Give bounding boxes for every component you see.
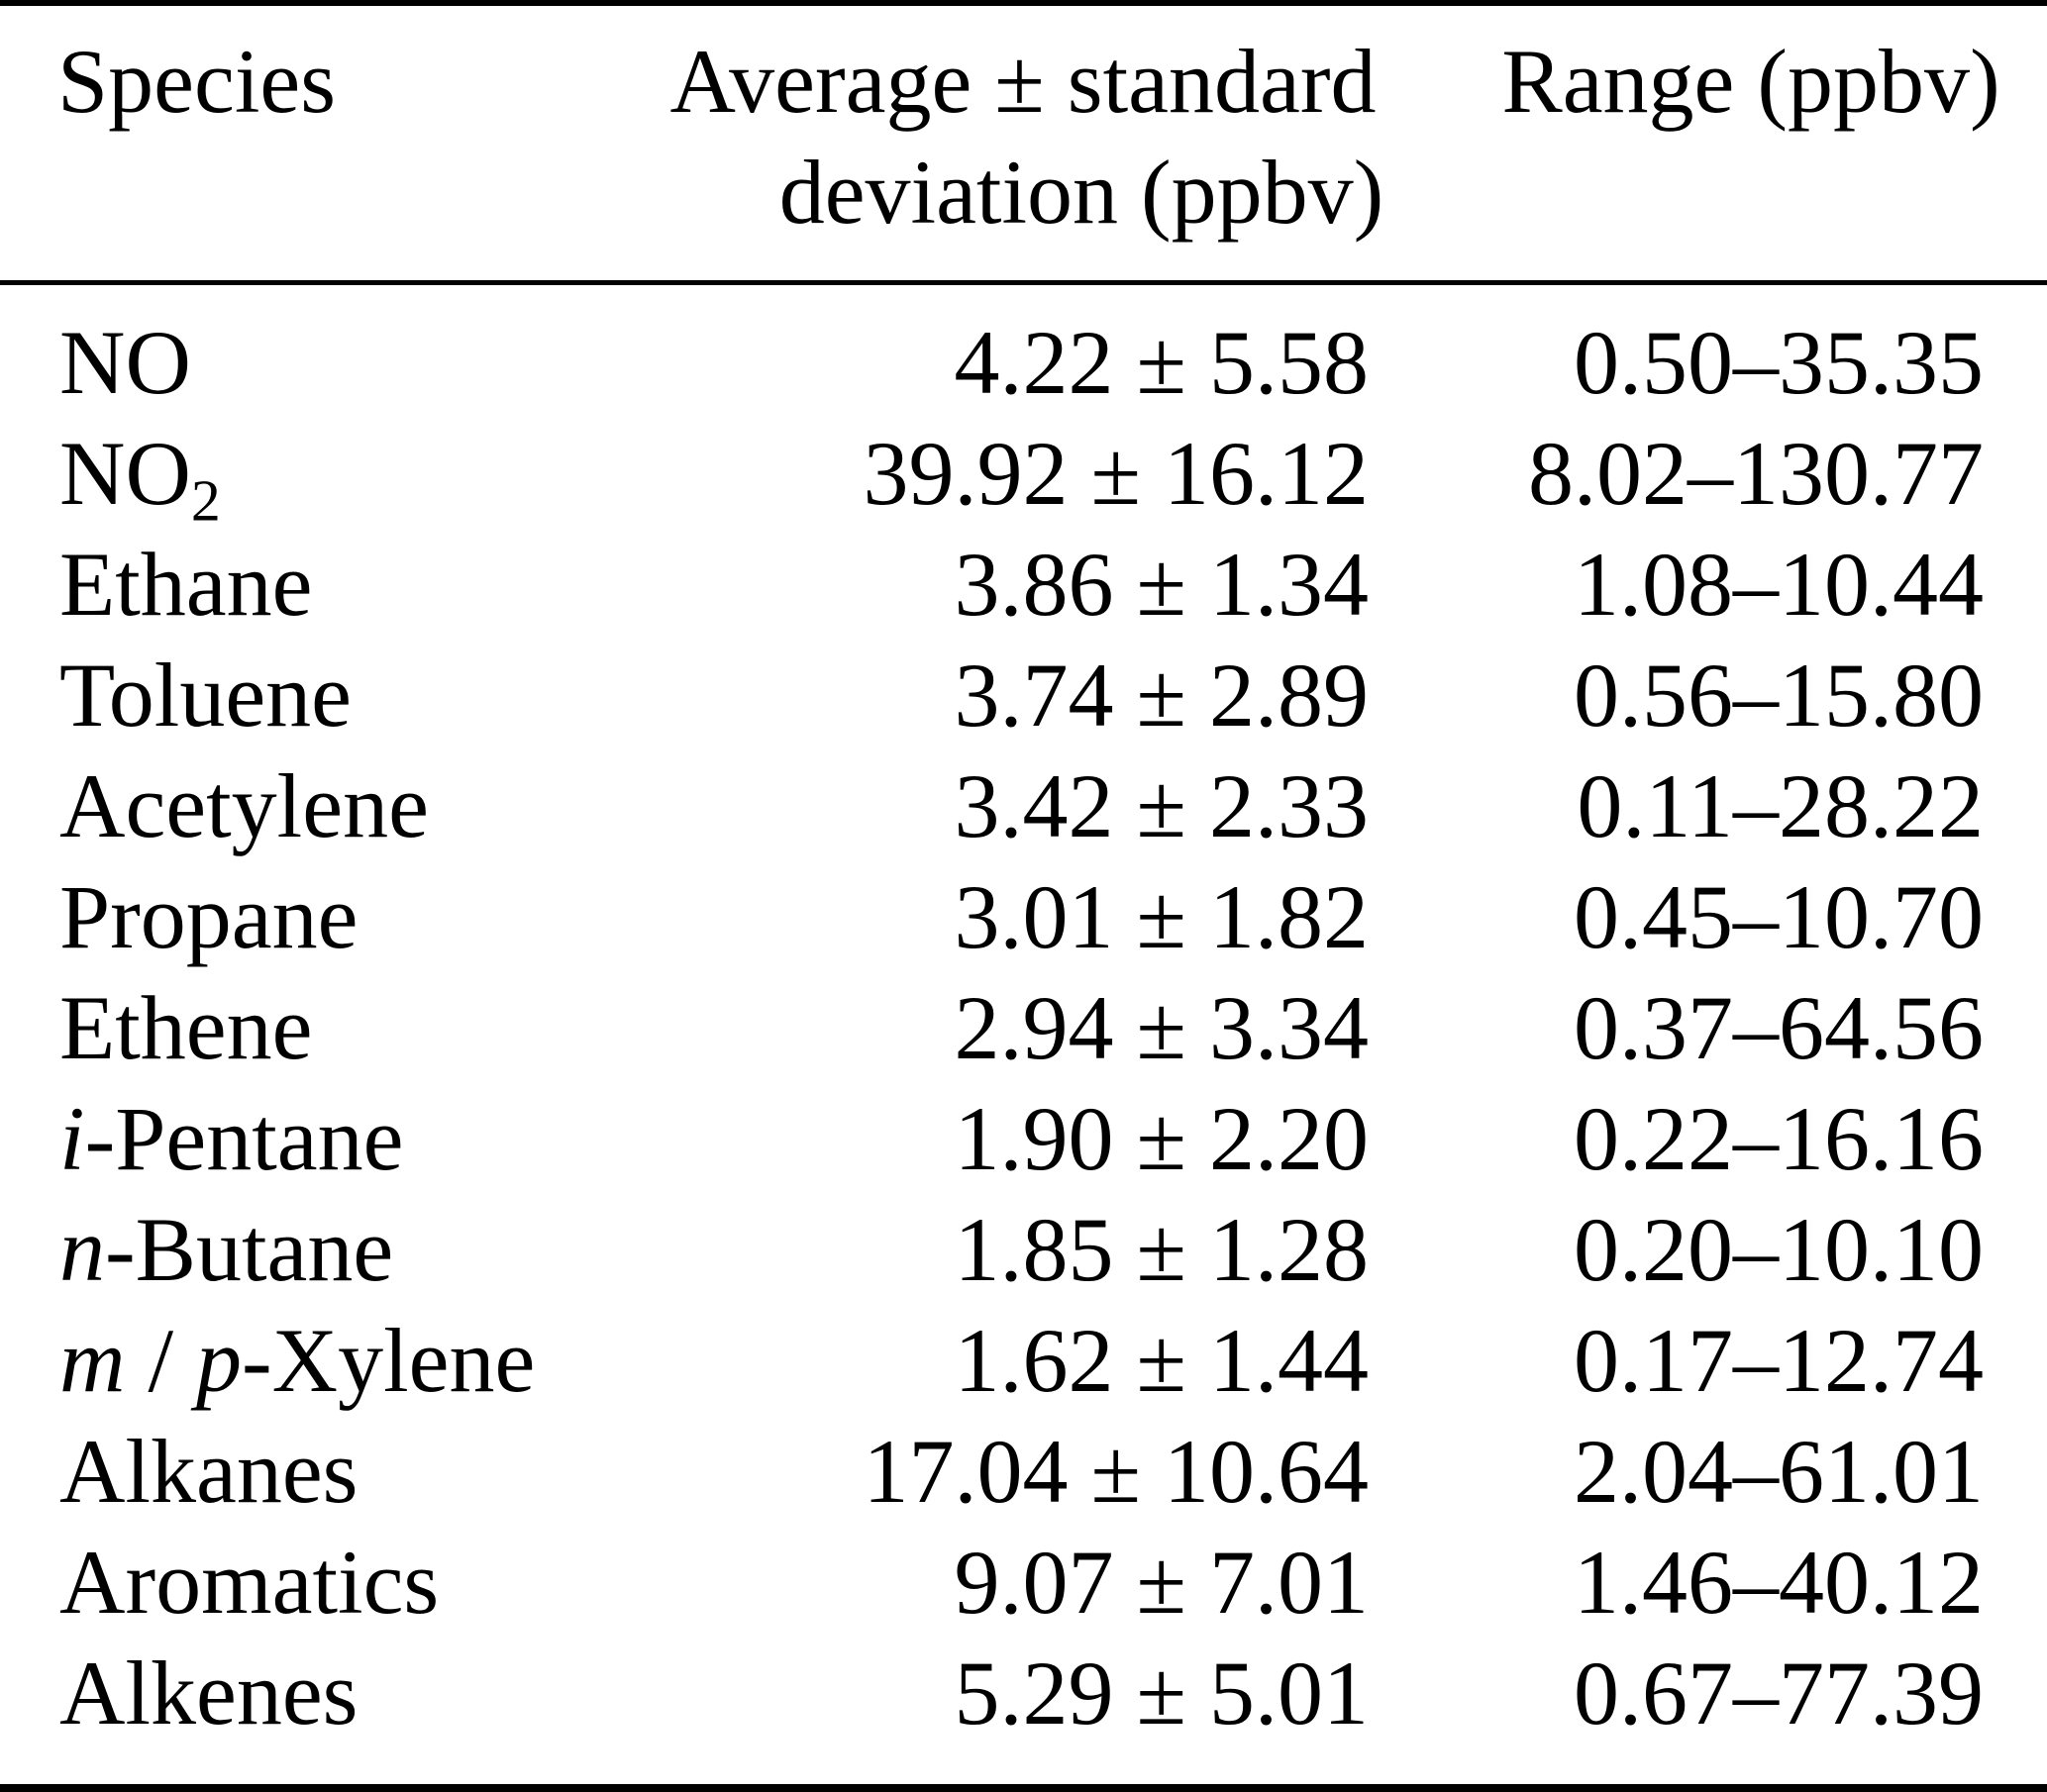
species-cell: i-Pentane bbox=[59, 1083, 403, 1194]
species-name-part: -Butane bbox=[105, 1199, 394, 1300]
range-cell: 0.67–77.39 bbox=[1574, 1643, 1984, 1743]
table-row: 3.42 ± 2.33 0.11–28.22 Acetylene bbox=[0, 750, 2047, 861]
table-bottom-rule bbox=[0, 1784, 2047, 1792]
average-cell: 17.04 ± 10.64 bbox=[863, 1421, 1370, 1522]
range-cell: 0.50–35.35 bbox=[1574, 312, 1984, 413]
table-header-rule bbox=[0, 280, 2047, 285]
species-name-part: Propane bbox=[59, 866, 358, 967]
range-cell: 0.37–64.56 bbox=[1574, 977, 1984, 1078]
table-body: 4.22 ± 5.58 0.50–35.35 NO 39.92 ± 16.12 … bbox=[0, 307, 2047, 1748]
species-name-part: -Pentane bbox=[84, 1088, 404, 1189]
average-cell: 1.90 ± 2.20 bbox=[954, 1088, 1370, 1189]
species-name-part: n bbox=[59, 1199, 105, 1300]
average-cell: 1.62 ± 1.44 bbox=[954, 1310, 1370, 1411]
table-row: 2.94 ± 3.34 0.37–64.56 Ethene bbox=[0, 972, 2047, 1083]
column-header-average-line1: Average ± standard bbox=[669, 31, 1377, 132]
table-row: 4.22 ± 5.58 0.50–35.35 NO bbox=[0, 307, 2047, 418]
column-header-range: Range (ppbv) bbox=[1501, 31, 2000, 132]
species-name-part: p bbox=[196, 1310, 243, 1411]
species-name-part: / bbox=[125, 1310, 197, 1411]
range-cell: 0.11–28.22 bbox=[1577, 755, 1984, 856]
species-name-part: Toluene bbox=[59, 645, 353, 746]
species-name-part: Ethene bbox=[59, 977, 313, 1078]
range-cell: 0.45–10.70 bbox=[1574, 866, 1984, 967]
table-row: 17.04 ± 10.64 2.04–61.01 Alkanes bbox=[0, 1416, 2047, 1527]
species-name-part: Alkanes bbox=[59, 1421, 358, 1522]
species-name-part: i bbox=[59, 1088, 85, 1189]
range-cell: 0.17–12.74 bbox=[1574, 1310, 1984, 1411]
species-cell: Alkanes bbox=[59, 1416, 358, 1527]
species-name-part: Ethane bbox=[59, 534, 313, 635]
average-cell: 5.29 ± 5.01 bbox=[954, 1643, 1370, 1743]
species-cell: Ethene bbox=[59, 972, 312, 1083]
species-name-part: -Xylene bbox=[242, 1310, 536, 1411]
column-header-average-line2: deviation (ppbv) bbox=[778, 142, 1384, 243]
species-name-part: Acetylene bbox=[59, 755, 429, 856]
species-cell: Propane bbox=[59, 861, 358, 972]
species-name-part: Aromatics bbox=[59, 1532, 440, 1633]
range-cell: 1.46–40.12 bbox=[1574, 1532, 1984, 1633]
average-cell: 39.92 ± 16.12 bbox=[863, 423, 1370, 524]
table-row: 1.90 ± 2.20 0.22–16.16 i-Pentane bbox=[0, 1083, 2047, 1194]
average-cell: 2.94 ± 3.34 bbox=[954, 977, 1370, 1078]
table-row: 5.29 ± 5.01 0.67–77.39 Alkenes bbox=[0, 1638, 2047, 1748]
table-row: 1.62 ± 1.44 0.17–12.74 m / p-Xylene bbox=[0, 1305, 2047, 1416]
species-cell: Ethane bbox=[59, 529, 312, 640]
range-cell: 1.08–10.44 bbox=[1574, 534, 1984, 635]
average-cell: 3.86 ± 1.34 bbox=[954, 534, 1370, 635]
table-top-rule bbox=[0, 0, 2047, 6]
average-cell: 4.22 ± 5.58 bbox=[954, 312, 1370, 413]
species-cell: NO bbox=[59, 307, 191, 418]
species-name-part: NO bbox=[59, 312, 191, 413]
species-cell: Aromatics bbox=[59, 1527, 439, 1638]
species-cell: m / p-Xylene bbox=[59, 1305, 535, 1416]
species-cell: Acetylene bbox=[59, 750, 429, 861]
average-cell: 3.01 ± 1.82 bbox=[954, 866, 1370, 967]
range-cell: 0.56–15.80 bbox=[1574, 645, 1984, 746]
species-name-part: NO bbox=[59, 423, 191, 524]
table-row: 3.74 ± 2.89 0.56–15.80 Toluene bbox=[0, 640, 2047, 750]
range-cell: 2.04–61.01 bbox=[1574, 1421, 1984, 1522]
average-cell: 3.42 ± 2.33 bbox=[954, 755, 1370, 856]
species-cell: Alkenes bbox=[59, 1638, 358, 1748]
species-cell: NO2 bbox=[59, 418, 221, 531]
species-name-part: Alkenes bbox=[59, 1643, 358, 1743]
range-cell: 8.02–130.77 bbox=[1528, 423, 1984, 524]
average-cell: 9.07 ± 7.01 bbox=[954, 1532, 1370, 1633]
average-cell: 3.74 ± 2.89 bbox=[954, 645, 1370, 746]
average-cell: 1.85 ± 1.28 bbox=[954, 1199, 1370, 1300]
table-row: 3.01 ± 1.82 0.45–10.70 Propane bbox=[0, 861, 2047, 972]
species-cell: Toluene bbox=[59, 640, 352, 750]
range-cell: 0.22–16.16 bbox=[1574, 1088, 1984, 1189]
species-name-part: m bbox=[59, 1310, 126, 1411]
table-row: 1.85 ± 1.28 0.20–10.10 n-Butane bbox=[0, 1194, 2047, 1305]
table-row: 39.92 ± 16.12 8.02–130.77 NO2 bbox=[0, 418, 2047, 531]
table-row: 3.86 ± 1.34 1.08–10.44 Ethane bbox=[0, 529, 2047, 640]
range-cell: 0.20–10.10 bbox=[1574, 1199, 1984, 1300]
table-row: 9.07 ± 7.01 1.46–40.12 Aromatics bbox=[0, 1527, 2047, 1638]
species-cell: n-Butane bbox=[59, 1194, 393, 1305]
species-name-part: 2 bbox=[190, 467, 221, 534]
column-header-species: Species bbox=[57, 31, 337, 132]
